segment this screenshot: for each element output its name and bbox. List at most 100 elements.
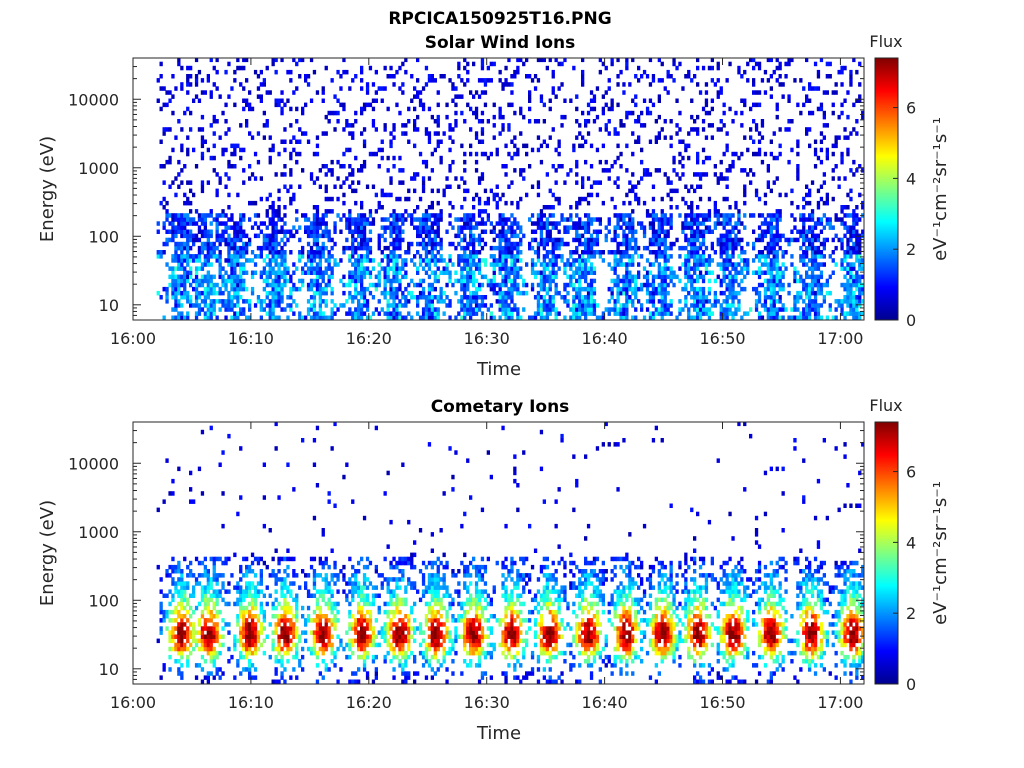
heatmap-cell xyxy=(707,307,712,312)
heatmap-cell xyxy=(360,278,364,284)
heatmap-cell xyxy=(713,290,717,296)
heatmap-cell xyxy=(799,274,803,280)
heatmap-cell xyxy=(268,241,272,247)
heatmap-cell xyxy=(250,250,255,255)
heatmap-cell xyxy=(769,188,773,194)
heatmap-cell xyxy=(554,274,558,280)
heatmap-cell xyxy=(265,290,269,296)
heatmap-cell xyxy=(209,303,213,308)
heatmap-cell xyxy=(483,82,488,87)
heatmap-cell xyxy=(737,237,741,243)
heatmap-cell xyxy=(171,274,175,280)
heatmap-cell xyxy=(819,229,824,234)
heatmap-cell xyxy=(277,229,281,234)
heatmap-cell xyxy=(648,139,653,144)
heatmap-cell xyxy=(239,237,243,243)
heatmap-cell xyxy=(536,311,541,316)
heatmap-cell xyxy=(604,237,608,243)
heatmap-cell xyxy=(637,180,641,185)
heatmap-cell xyxy=(365,237,370,243)
heatmap-cell xyxy=(810,262,815,267)
heatmap-cell xyxy=(631,258,635,263)
heatmap-cell xyxy=(492,270,496,275)
heatmap-cell xyxy=(321,286,325,292)
x-tick-label: 16:50 xyxy=(699,329,745,348)
heatmap-cell xyxy=(504,233,508,239)
heatmap-cell xyxy=(675,131,679,136)
heatmap-cell xyxy=(224,315,228,320)
heatmap-cell xyxy=(622,237,626,243)
heatmap-cell xyxy=(690,233,694,239)
heatmap-cell xyxy=(383,295,387,300)
heatmap-cell xyxy=(177,225,181,230)
heatmap-cell xyxy=(837,299,841,304)
heatmap-cell xyxy=(802,205,806,210)
heatmap-cell xyxy=(586,282,591,288)
heatmap-cell xyxy=(707,258,712,263)
heatmap-cell xyxy=(194,315,199,320)
heatmap-cell xyxy=(268,217,272,222)
heatmap-cell xyxy=(619,258,623,263)
heatmap-cell xyxy=(466,282,470,288)
heatmap-cell xyxy=(392,299,396,304)
heatmap-cell xyxy=(693,299,697,304)
heatmap-cell xyxy=(760,233,765,239)
heatmap-cell xyxy=(678,139,682,144)
heatmap-cell xyxy=(775,311,779,316)
heatmap-cell xyxy=(604,123,608,128)
heatmap-cell xyxy=(421,311,426,316)
heatmap-cell xyxy=(498,217,502,222)
heatmap-cell xyxy=(752,241,756,247)
heatmap-cell xyxy=(262,258,266,263)
heatmap-cell xyxy=(507,266,511,271)
heatmap-cell xyxy=(498,286,502,292)
heatmap-cell xyxy=(283,213,287,218)
heatmap-cell xyxy=(657,311,661,316)
heatmap-cell xyxy=(404,131,408,136)
heatmap-cell xyxy=(775,274,779,280)
heatmap-cell xyxy=(424,229,429,234)
heatmap-cell xyxy=(787,159,791,165)
heatmap-cell xyxy=(324,164,328,169)
heatmap-cell xyxy=(324,303,328,308)
heatmap-cell xyxy=(442,270,446,275)
heatmap-cell xyxy=(657,266,661,271)
heatmap-cell xyxy=(483,188,488,194)
heatmap-cell xyxy=(637,200,641,206)
heatmap-cell xyxy=(321,233,325,239)
heatmap-cell xyxy=(701,147,706,153)
heatmap-cell xyxy=(392,237,396,243)
heatmap-cell xyxy=(513,274,517,280)
heatmap-cell xyxy=(383,127,387,132)
heatmap-cell xyxy=(510,258,514,263)
heatmap-cell xyxy=(831,90,835,95)
heatmap-cell xyxy=(536,57,541,63)
heatmap-cell xyxy=(619,254,623,259)
heatmap-cell xyxy=(283,139,287,144)
heatmap-cell xyxy=(218,307,222,312)
heatmap-cell xyxy=(277,282,281,288)
heatmap-cell xyxy=(224,270,228,275)
heatmap-cell xyxy=(507,307,511,312)
heatmap-cell xyxy=(215,86,219,91)
heatmap-cell xyxy=(657,290,661,296)
heatmap-cell xyxy=(539,221,544,226)
heatmap-cell xyxy=(816,200,821,206)
heatmap-cell xyxy=(209,213,213,218)
heatmap-cell xyxy=(548,262,552,267)
heatmap-cell xyxy=(498,131,502,136)
heatmap-cell xyxy=(239,278,243,284)
heatmap-cell xyxy=(563,266,567,271)
heatmap-cell xyxy=(731,303,735,308)
heatmap-cell xyxy=(628,282,632,288)
heatmap-cell xyxy=(728,254,732,259)
heatmap-cell xyxy=(690,237,694,243)
heatmap-cell xyxy=(407,245,411,251)
heatmap-cell xyxy=(855,131,859,136)
heatmap-cell xyxy=(439,299,443,304)
heatmap-cell xyxy=(799,258,803,263)
heatmap-cell xyxy=(371,98,376,103)
heatmap-cell xyxy=(306,250,311,255)
heatmap-cell xyxy=(221,221,225,226)
heatmap-cell xyxy=(560,295,564,300)
